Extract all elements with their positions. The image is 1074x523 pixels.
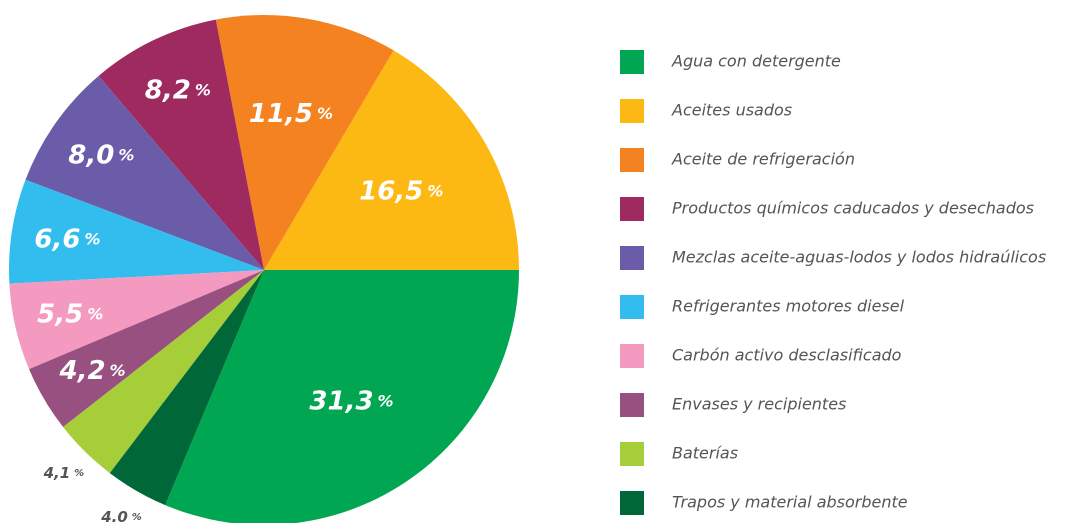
legend-swatch (620, 344, 644, 368)
data-label: 16,5% (359, 176, 443, 206)
pie-slice (9, 270, 264, 370)
pie-slice (63, 270, 264, 474)
data-label: 4.0% (100, 507, 142, 523)
data-label: 8,0% (68, 140, 134, 170)
pie-slice (25, 75, 264, 270)
data-label-value: 31,3 (309, 386, 373, 416)
data-label-unit: % (118, 145, 134, 164)
legend-label: Agua con detergente (671, 52, 841, 71)
data-label: 31,3% (309, 386, 393, 416)
data-label: 11,5% (249, 99, 333, 129)
legend-label: Baterías (672, 444, 738, 463)
legend-swatch (620, 197, 644, 221)
data-label-value: 5,5 (37, 299, 83, 329)
data-label-value: 4.0 (100, 507, 128, 523)
legend-swatch (620, 50, 644, 74)
pie-slice (29, 270, 265, 428)
legend-label: Trapos y material absorbente (672, 493, 908, 512)
legend-label: Envases y recipientes (672, 395, 846, 414)
data-label-value: 8,0 (68, 140, 114, 170)
data-label-unit: % (195, 80, 211, 99)
legend-label: Aceite de refrigeración (671, 150, 855, 169)
legend-swatch (620, 491, 644, 515)
data-label-value: 4,2 (58, 355, 105, 385)
data-label-unit: % (110, 360, 126, 379)
data-label-value: 11,5 (249, 99, 313, 129)
pie-slice (98, 19, 264, 270)
legend-label: Aceites usados (671, 101, 792, 120)
legend-label: Refrigerantes motores diesel (672, 297, 905, 316)
legend-label: Mezclas aceite-aguas-lodos y lodos hidra… (672, 248, 1046, 267)
pie-slice (215, 15, 394, 271)
data-label: 5,5% (37, 299, 103, 329)
legend-swatch (620, 148, 644, 172)
legend-swatch (620, 393, 644, 417)
data-label: 6,6% (34, 224, 100, 254)
pie-slice (165, 270, 519, 523)
data-label-unit: % (427, 181, 443, 200)
data-label: 8,2% (145, 75, 211, 105)
data-label-unit: % (317, 104, 333, 123)
legend-swatch (620, 99, 644, 123)
data-label-unit: % (74, 468, 84, 479)
pie-slice (9, 179, 265, 284)
legend-label: Productos químicos caducados y desechado… (672, 199, 1034, 218)
legend-swatch (620, 442, 644, 466)
data-label-value: 4,1 (43, 463, 71, 481)
legend-swatch (620, 246, 644, 270)
data-label-unit: % (87, 304, 103, 323)
data-label-unit: % (132, 512, 142, 523)
pie-slice (264, 50, 519, 271)
legend-label: Carbón activo desclasificado (672, 346, 902, 365)
legend-swatch (620, 295, 644, 319)
data-label-unit: % (84, 229, 100, 248)
data-label-unit: % (378, 391, 394, 410)
data-label: 4,1% (43, 463, 85, 481)
data-label-value: 6,6 (34, 224, 80, 254)
data-label-value: 16,5 (359, 176, 423, 206)
data-label-value: 8,2 (145, 75, 191, 105)
data-label: 4,2% (58, 355, 125, 385)
pie-slice (109, 270, 265, 506)
